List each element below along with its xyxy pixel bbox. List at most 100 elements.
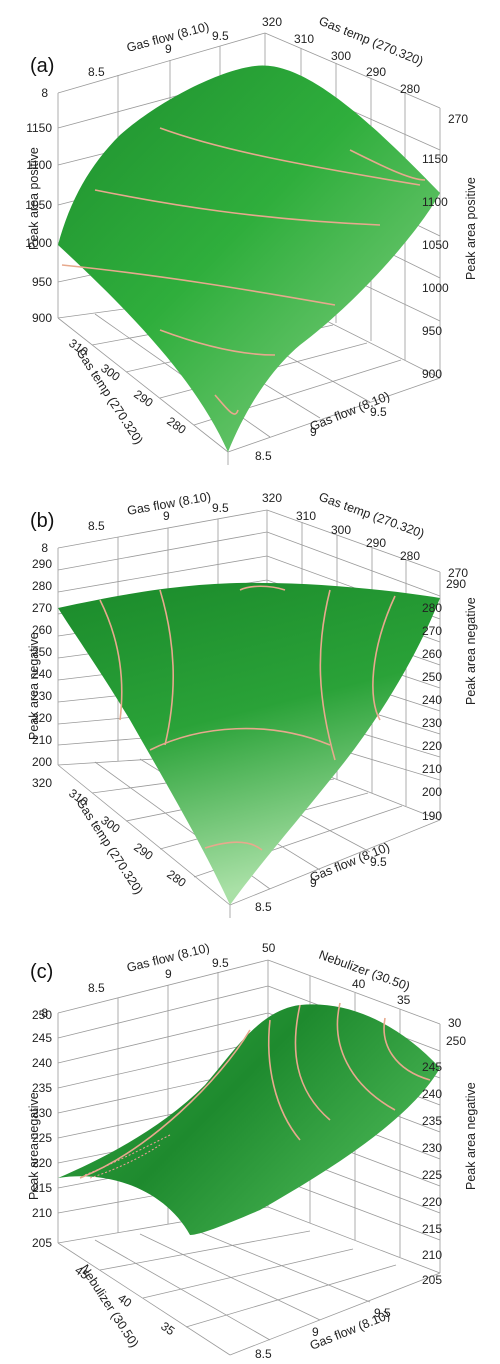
panel-a-ztick: 950 — [32, 275, 52, 289]
panel-c-corner-50: 50 — [262, 941, 276, 955]
panel-b-ztick: 220 — [422, 739, 442, 753]
panel-a: 8.5 9 9.5 8 320 270 310 300 290 280 900 … — [25, 14, 478, 465]
panel-a-label: (a) — [30, 55, 54, 77]
panel-c-surface — [58, 1004, 440, 1235]
panel-c-xlabel-floor: Gas flow (8.10) — [308, 1308, 392, 1353]
panel-c-ztick: 235 — [32, 1081, 52, 1095]
panel-c-contour-cluster — [84, 1134, 171, 1179]
panel-b-ztick: 250 — [422, 670, 442, 684]
panel-c-zlabel-right: Peak area negative — [464, 1082, 478, 1190]
panel-a-xtick-floor: 9 — [310, 425, 317, 439]
panel-a-ztick: 900 — [32, 311, 52, 325]
panel-c-ztick: 240 — [422, 1087, 442, 1101]
panel-c-xtick: 9 — [165, 967, 172, 981]
panel-b-ztick: 290 — [32, 557, 52, 571]
panel-a-corner-8: 8 — [41, 86, 48, 100]
panel-c-ztick: 230 — [32, 1106, 52, 1120]
panel-a-xtick: 9 — [165, 42, 172, 56]
panel-c-ztick-right: 250 245 240 235 230 225 220 215 210 205 — [422, 1034, 466, 1287]
panel-b-ztick: 200 — [422, 785, 442, 799]
panel-b-ztick: 280 — [32, 579, 52, 593]
panel-c-top-ticks: 8.5 9 9.5 8 50 30 40 35 — [41, 941, 461, 1030]
panel-b-corner-8: 8 — [41, 541, 48, 555]
panel-a-zlabel-right: Peak area positive — [464, 177, 478, 280]
panel-a-ztick: 1150 — [26, 121, 52, 135]
panel-b-ztick: 210 — [32, 733, 52, 747]
panel-a-ztick: 1050 — [25, 198, 52, 212]
panel-c-ztick: 205 — [422, 1273, 442, 1287]
panel-b-xtick: 8.5 — [88, 519, 105, 533]
panel-c-xtick: 8.5 — [88, 981, 105, 995]
panel-c-label: (c) — [30, 961, 53, 983]
panel-a-ticks: 8.5 9 9.5 8 320 270 310 300 290 280 — [41, 15, 468, 126]
panel-a-xtick: 8.5 — [88, 65, 105, 79]
panel-a-ztick: 1000 — [25, 236, 52, 250]
panel-b-xtick: 9 — [163, 509, 170, 523]
panel-a-ytick-floor: 280 — [164, 414, 189, 437]
panel-c-ytick-top: 35 — [397, 993, 411, 1007]
panel-b-ytick-floor: 280 — [164, 867, 189, 890]
panel-c-ztick: 215 — [422, 1222, 442, 1236]
panel-c-corner-30: 30 — [448, 1016, 462, 1030]
panel-c-zlabel-left: Peak area negative — [27, 1092, 41, 1200]
panel-a-ytick-floor: 290 — [131, 387, 156, 410]
panel-a-ytick-top: 300 — [331, 49, 351, 63]
panel-b-zlabel-left: Peak area negative — [27, 632, 41, 740]
panel-c-xtick-floor: 9 — [312, 1325, 319, 1339]
panel-b-ztick: 200 — [32, 755, 52, 769]
panel-b-ytick-floor: 290 — [131, 840, 156, 863]
panel-b-ytick-top: 310 — [296, 509, 316, 523]
panel-b-ztick: 280 — [422, 601, 442, 615]
panel-b-corner-270: 270 — [448, 566, 468, 580]
panel-c-ytick-top: 40 — [352, 977, 366, 991]
panel-a-xtick-floor: 9.5 — [370, 405, 387, 419]
panel-c-ylabel-floor: Nebulizer (30.50) — [77, 1262, 141, 1350]
panel-b-ztick: 270 — [422, 624, 442, 638]
panel-b-corner-320: 320 — [262, 491, 282, 505]
panel-b-ztick: 230 — [422, 716, 442, 730]
panel-a-ztick: 1150 — [422, 152, 448, 166]
panel-c-ztick: 210 — [422, 1248, 442, 1262]
panel-b-ztick: 260 — [32, 623, 52, 637]
panel-b-ztick: 220 — [32, 711, 52, 725]
panel-c-corner-8: 8 — [41, 1006, 48, 1020]
panel-b-ztick: 210 — [422, 762, 442, 776]
panel-c-ztick: 210 — [32, 1206, 52, 1220]
panel-b-label: (b) — [30, 510, 54, 532]
panel-b-ztick: 230 — [32, 689, 52, 703]
panel-c-ztick: 225 — [422, 1168, 442, 1182]
panel-b-ztick: 250 — [32, 645, 52, 659]
panel-a-corner-270: 270 — [448, 112, 468, 126]
panel-c-ztick: 235 — [422, 1114, 442, 1128]
panel-a-ztick: 900 — [422, 367, 442, 381]
panel-c-ztick: 245 — [422, 1060, 442, 1074]
panel-a-ytick-top: 310 — [294, 32, 314, 46]
panel-a-surface — [58, 65, 440, 453]
panel-c-ztick: 245 — [32, 1031, 52, 1045]
panel-a-xtick: 9.5 — [212, 29, 229, 43]
panel-c-contours — [79, 1002, 431, 1179]
panel-c-ztick: 205 — [32, 1236, 52, 1250]
panel-a-ztick: 950 — [422, 324, 442, 338]
panel-a-ztick: 1050 — [422, 238, 449, 252]
panel-b-ztick: 240 — [32, 667, 52, 681]
panel-c-xtick: 9.5 — [212, 956, 229, 970]
panel-b-ytick-left-bottom: 320 — [32, 776, 52, 790]
panel-a-ztick-right: 900 950 1000 1050 1100 1150 — [422, 152, 449, 381]
panel-a-ytick-top: 280 — [400, 82, 420, 96]
panel-b-ytick-top: 280 — [400, 549, 420, 563]
panel-c-ztick: 230 — [422, 1141, 442, 1155]
panel-c-ztick: 215 — [32, 1181, 52, 1195]
panel-a-ztick: 1100 — [26, 158, 52, 172]
panel-c-ztick: 240 — [32, 1056, 52, 1070]
panel-c: 8.5 9 9.5 8 50 30 40 35 205 210 215 220 … — [27, 941, 478, 1361]
panel-b-xtick-floor: 9 — [310, 876, 317, 890]
panel-b-zlabel-right: Peak area negative — [464, 597, 478, 705]
panel-b-xtick: 9.5 — [212, 501, 229, 515]
panel-c-ztick: 220 — [422, 1195, 442, 1209]
panel-b-ytick-top: 290 — [366, 536, 386, 550]
panel-b-xtick-floor: 9.5 — [370, 855, 387, 869]
panel-b-ytick-top: 300 — [331, 523, 351, 537]
panel-b-contours — [99, 585, 396, 851]
panel-b-xtick-floor: 8.5 — [255, 900, 272, 914]
